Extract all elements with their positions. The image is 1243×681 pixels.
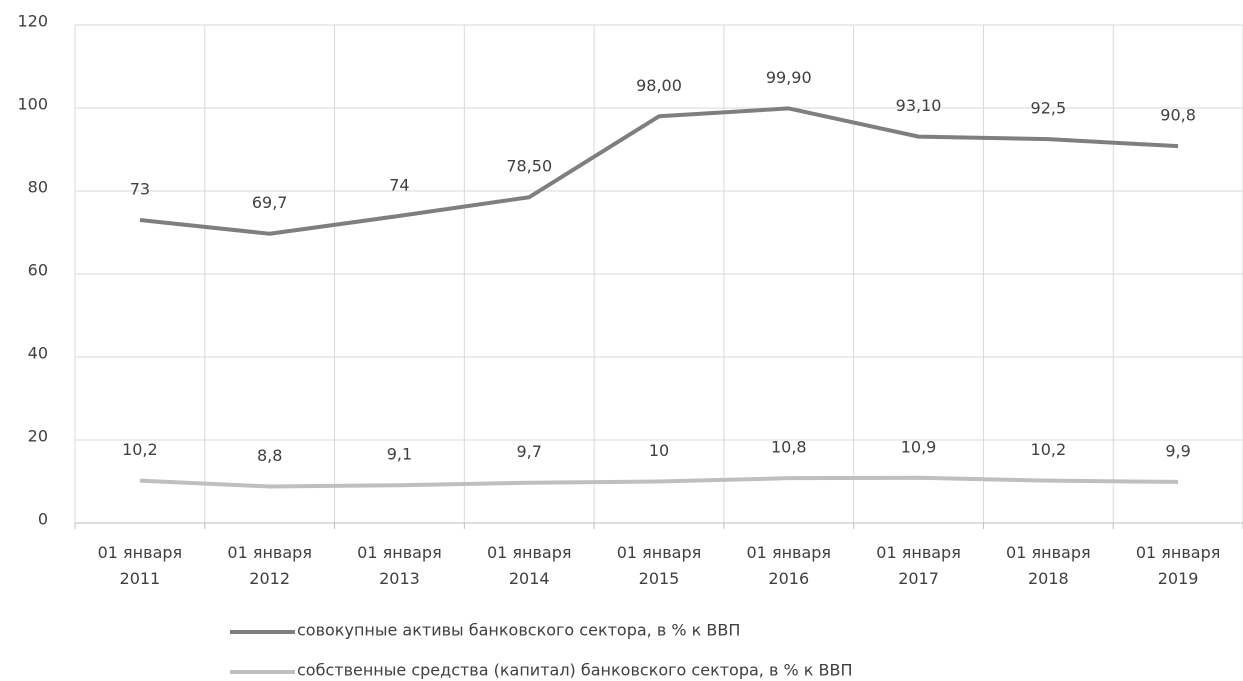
data-label: 9,7 bbox=[516, 442, 541, 461]
y-tick-label: 120 bbox=[17, 12, 48, 31]
y-tick-label: 0 bbox=[38, 510, 48, 529]
y-tick-label: 40 bbox=[28, 344, 48, 363]
data-label: 9,9 bbox=[1165, 441, 1190, 460]
data-label: 73 bbox=[130, 180, 150, 199]
series-line bbox=[139, 475, 1179, 489]
y-tick-label: 100 bbox=[17, 95, 48, 114]
data-label: 9,1 bbox=[387, 445, 412, 464]
x-tick-label: 01 января 2011 bbox=[98, 543, 183, 588]
data-label: 74 bbox=[389, 175, 409, 194]
data-label: 10,2 bbox=[122, 440, 158, 459]
x-tick-label: 01 января 2012 bbox=[227, 543, 312, 588]
y-tick-label: 20 bbox=[28, 427, 48, 446]
data-label: 10,2 bbox=[1031, 440, 1067, 459]
y-tick-label: 80 bbox=[28, 178, 48, 197]
data-label: 69,7 bbox=[252, 193, 288, 212]
x-tick-label: 01 января 2013 bbox=[357, 543, 442, 588]
x-tick-label: 01 января 2016 bbox=[747, 543, 832, 588]
x-tick-label: 01 января 2015 bbox=[617, 543, 702, 588]
series-line bbox=[139, 106, 1179, 236]
data-label: 10,8 bbox=[771, 438, 807, 457]
data-label: 8,8 bbox=[257, 446, 282, 465]
data-label: 10 bbox=[649, 441, 669, 460]
x-tick-label: 01 января 2014 bbox=[487, 543, 572, 588]
x-tick-label: 01 января 2018 bbox=[1006, 543, 1091, 588]
data-label: 78,50 bbox=[506, 157, 552, 176]
legend-label: собственные средства (капитал) банковско… bbox=[297, 661, 853, 680]
data-label: 10,9 bbox=[901, 437, 937, 456]
data-label: 92,5 bbox=[1031, 99, 1067, 118]
data-label: 93,10 bbox=[896, 96, 942, 115]
x-tick-label: 01 января 2017 bbox=[876, 543, 961, 588]
legend-label: совокупные активы банковского сектора, в… bbox=[297, 621, 740, 640]
y-tick-label: 60 bbox=[28, 261, 48, 280]
data-label: 99,90 bbox=[766, 68, 812, 87]
data-label: 90,8 bbox=[1160, 106, 1196, 125]
x-tick-label: 01 января 2019 bbox=[1136, 543, 1221, 588]
data-label: 98,00 bbox=[636, 76, 682, 95]
